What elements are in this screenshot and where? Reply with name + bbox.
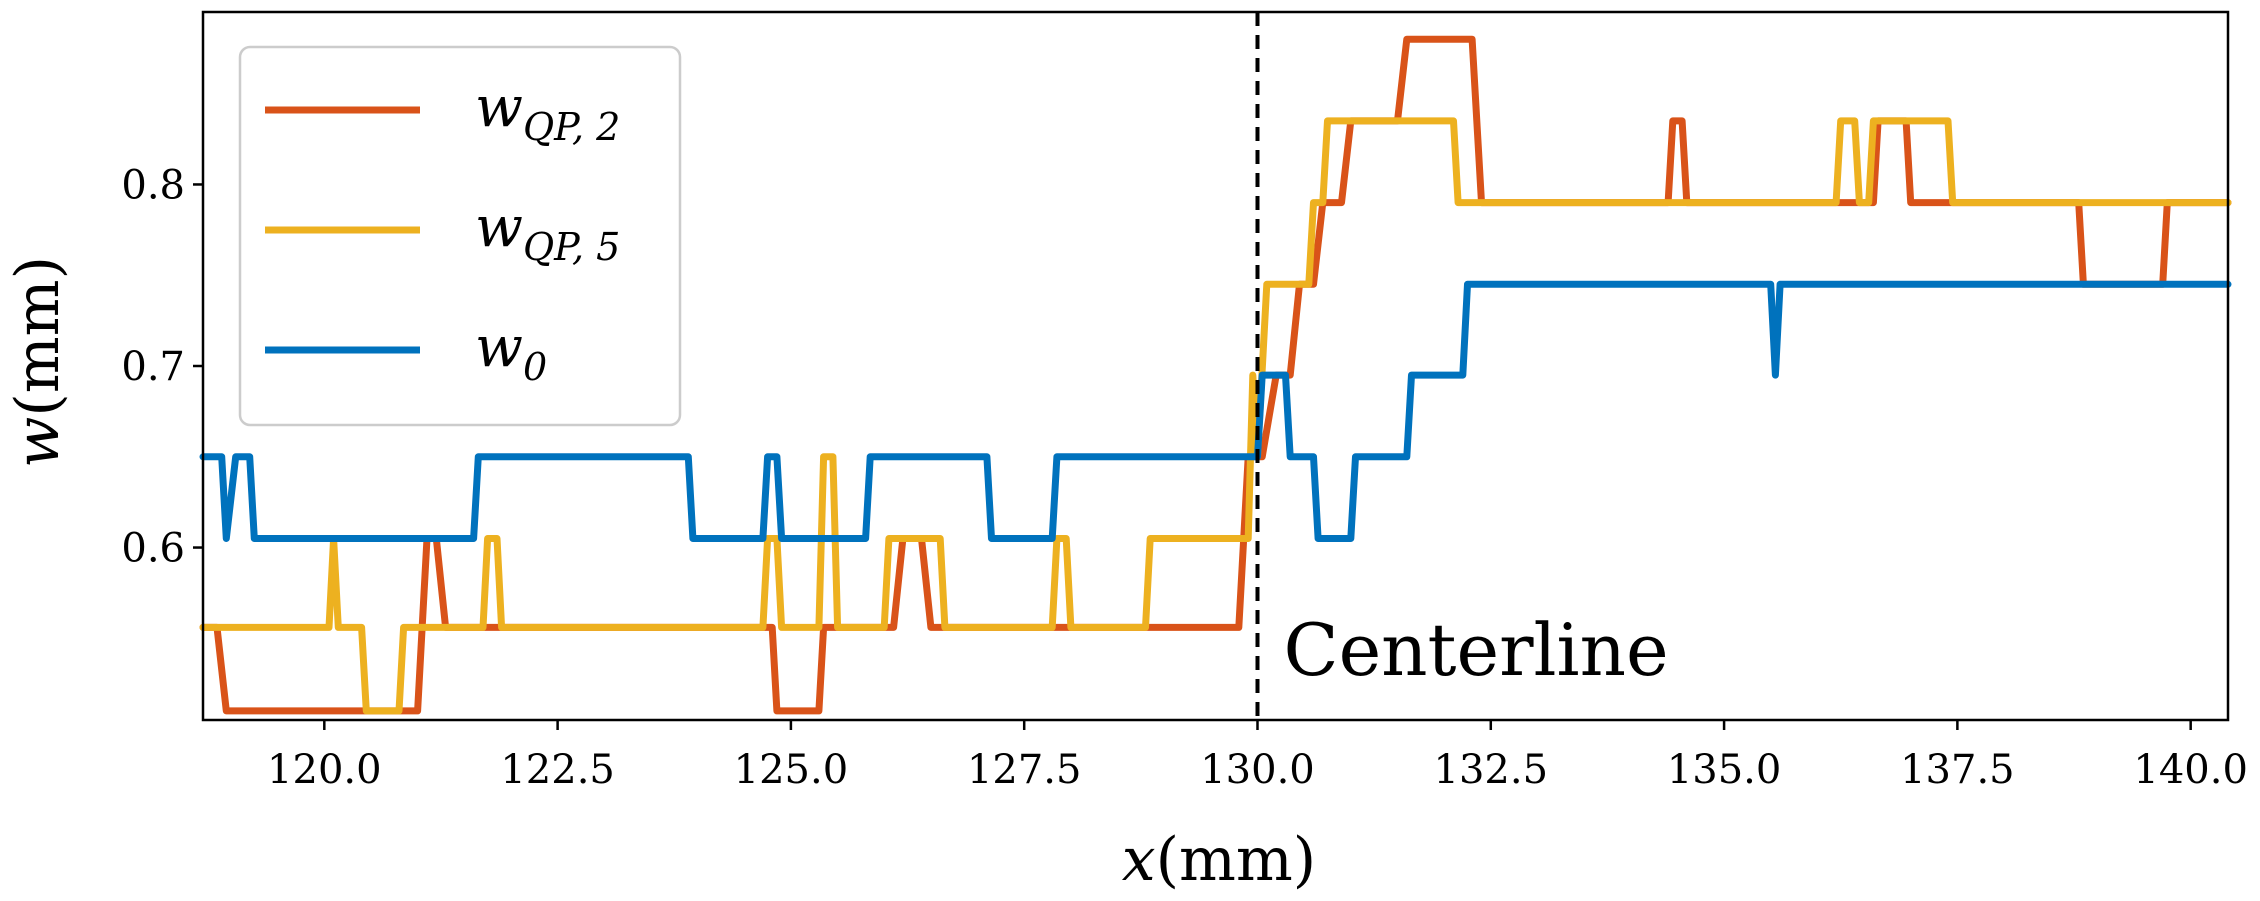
legend-label-base: w [475, 75, 523, 140]
x-tick-label: 125.0 [734, 747, 849, 793]
x-axis: 120.0 122.5 125.0 127.5 130.0 132.5 135.0 137.5… [267, 720, 2248, 793]
series-line-w0 [199, 280, 2232, 542]
x-tick-label: 122.5 [500, 747, 615, 793]
centerline-annotation: Centerline [1283, 608, 1668, 692]
x-tick-label: 135.0 [1667, 747, 1782, 793]
x-tick-label: 137.5 [1900, 747, 2015, 793]
x-tick-label: 140.0 [2133, 747, 2248, 793]
y-axis: 0.6 0.7 0.8 [121, 162, 203, 572]
legend-label-subscript: 0 [523, 345, 547, 389]
legend-label-subscript: QP, 5 [523, 225, 620, 269]
y-axis-label-unit: (mm) [3, 256, 73, 417]
series-line-wqp5 [199, 117, 2232, 715]
legend-label-wqp2: wQP, 2 [475, 75, 620, 149]
y-tick-label: 0.8 [121, 162, 185, 208]
x-tick-label: 127.5 [967, 747, 1082, 793]
series-layer [199, 35, 2232, 715]
x-tick-label: 120.0 [267, 747, 382, 793]
x-axis-label: x(mm) [1122, 825, 1316, 895]
legend-label-wqp5: wQP, 5 [475, 195, 620, 269]
legend-label-w0: w0 [475, 315, 547, 389]
legend-box [238, 45, 682, 427]
y-axis-label-var: w [3, 417, 73, 468]
x-axis-label-var: x [1122, 825, 1156, 895]
y-tick-label: 0.6 [121, 526, 185, 572]
legend-label-base: w [475, 195, 523, 260]
x-tick-label: 130.0 [1200, 747, 1315, 793]
x-tick-label: 132.5 [1434, 747, 1549, 793]
y-tick-label: 0.7 [121, 344, 185, 390]
legend-label-base: w [475, 315, 523, 380]
legend-label-subscript: QP, 2 [523, 105, 620, 149]
y-axis-label: w(mm) [3, 256, 73, 468]
x-axis-label-unit: (mm) [1156, 825, 1317, 895]
